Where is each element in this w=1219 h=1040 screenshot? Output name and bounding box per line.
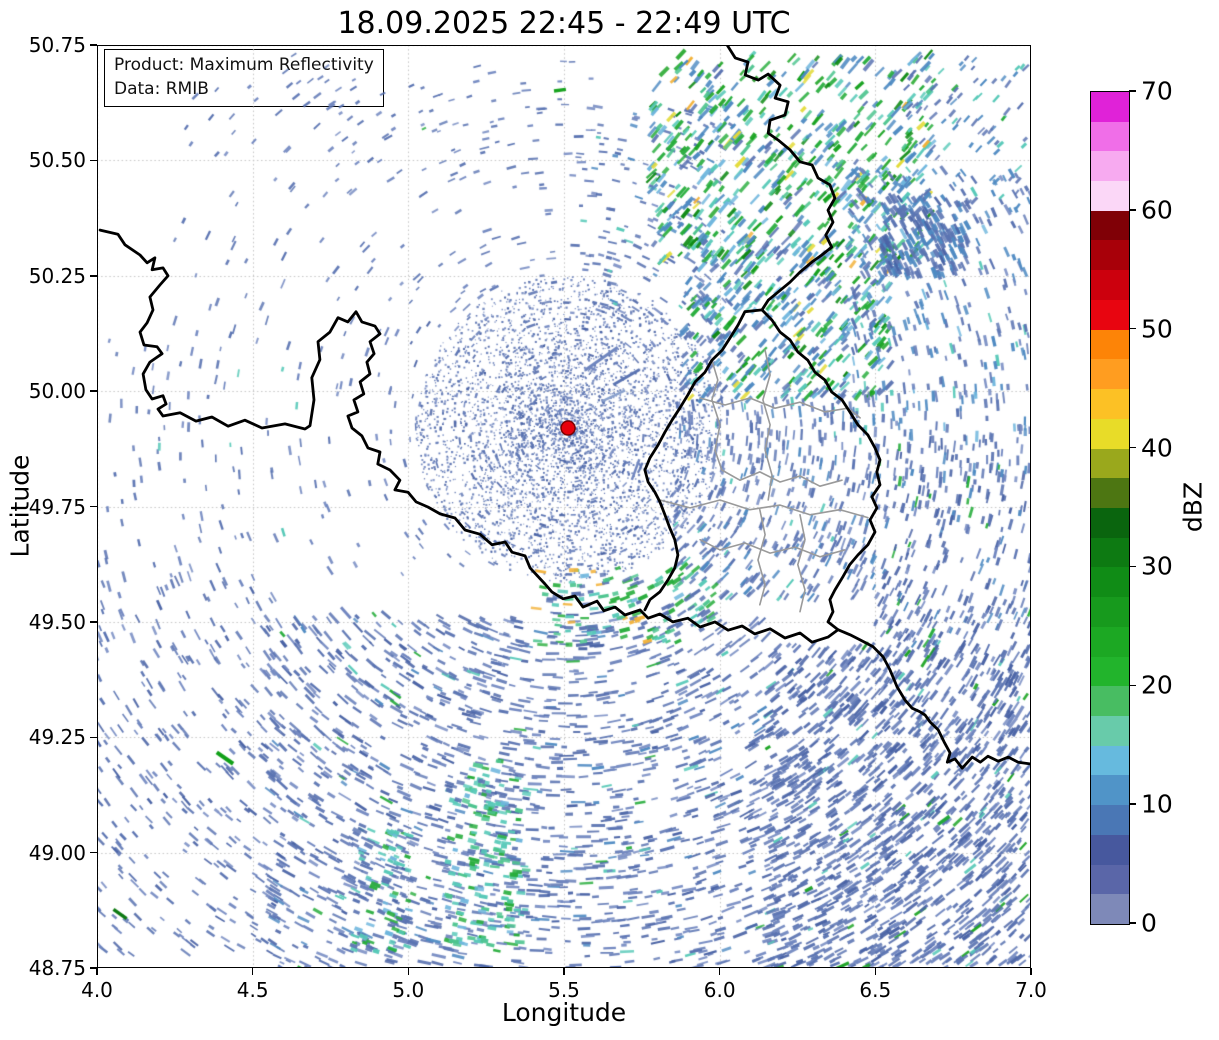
colorbar-tick-mark bbox=[1129, 327, 1136, 330]
colorbar-segment bbox=[1091, 121, 1129, 152]
country-border bbox=[760, 308, 882, 632]
colorbar-label: dBZ bbox=[1178, 481, 1208, 533]
borders-overlay bbox=[98, 45, 1031, 770]
y-tick-mark bbox=[90, 275, 97, 277]
colorbar-segment bbox=[1091, 270, 1129, 300]
x-tick-mark bbox=[251, 968, 254, 975]
colorbar-tick-mark bbox=[1129, 684, 1136, 687]
colorbar-tick-mark bbox=[1129, 446, 1136, 449]
x-tick-label: 7.0 bbox=[1015, 978, 1047, 1002]
colorbar-segment bbox=[1091, 359, 1129, 390]
colorbar-tick-mark bbox=[1129, 922, 1136, 924]
y-tick-mark bbox=[90, 851, 97, 854]
country-border bbox=[643, 308, 764, 612]
region-border bbox=[757, 508, 766, 606]
colorbar-segment bbox=[1091, 745, 1129, 776]
region-border bbox=[699, 538, 846, 558]
colorbar-tick-label: 30 bbox=[1141, 551, 1173, 581]
colorbar-segment bbox=[1091, 775, 1129, 806]
x-tick-mark bbox=[718, 968, 721, 975]
region-border bbox=[720, 469, 843, 488]
x-tick-label: 5.5 bbox=[548, 978, 580, 1002]
x-tick-mark bbox=[96, 968, 98, 975]
y-tick-label: 50.25 bbox=[28, 263, 86, 288]
x-tick-mark bbox=[874, 968, 877, 975]
colorbar-segment bbox=[1091, 626, 1129, 657]
colorbar-segment bbox=[1091, 805, 1129, 835]
y-tick-label: 48.75 bbox=[28, 956, 86, 980]
plot-title: 18.09.2025 22:45 - 22:49 UTC bbox=[337, 6, 791, 41]
colorbar-segment bbox=[1091, 478, 1129, 508]
x-tick-mark bbox=[563, 968, 565, 975]
colorbar-segment bbox=[1091, 834, 1129, 865]
colorbar-tick-label: 10 bbox=[1141, 789, 1173, 819]
colorbar-segment bbox=[1091, 715, 1129, 746]
x-tick-label: 4.0 bbox=[81, 978, 113, 1002]
colorbar-segment bbox=[1091, 210, 1129, 241]
y-tick-label: 49.25 bbox=[28, 725, 86, 750]
colorbar-segment bbox=[1091, 418, 1129, 449]
x-tick-label: 6.5 bbox=[859, 978, 892, 1002]
colorbar-tick-mark bbox=[1129, 90, 1136, 92]
colorbar-segment bbox=[1091, 181, 1129, 211]
y-tick-label: 50.50 bbox=[28, 148, 86, 173]
colorbar-segment bbox=[1091, 567, 1129, 598]
colorbar-segment bbox=[1091, 656, 1129, 687]
colorbar-tick-mark bbox=[1129, 209, 1136, 211]
country-border bbox=[725, 45, 837, 312]
colorbar-tick-label: 0 bbox=[1141, 908, 1157, 938]
y-tick-mark bbox=[90, 390, 97, 392]
x-axis-label: Longitude bbox=[501, 998, 627, 1027]
y-tick-mark bbox=[90, 505, 97, 508]
colorbar-segment bbox=[1091, 597, 1129, 627]
y-tick-label: 49.75 bbox=[28, 494, 86, 519]
y-tick-label: 50.00 bbox=[28, 379, 86, 404]
colorbar-tick-label: 50 bbox=[1141, 314, 1173, 344]
colorbar-tick-label: 20 bbox=[1141, 670, 1173, 700]
country-border bbox=[98, 228, 1031, 770]
colorbar-segment bbox=[1091, 448, 1129, 479]
x-tick-label: 6.0 bbox=[703, 978, 736, 1002]
colorbar-tick-mark bbox=[1129, 803, 1136, 805]
y-tick-mark bbox=[90, 621, 97, 623]
x-tick-mark bbox=[1030, 968, 1032, 975]
region-border bbox=[711, 359, 723, 471]
colorbar-segment bbox=[1091, 686, 1129, 716]
colorbar-segment bbox=[1091, 864, 1129, 895]
colorbar-segment bbox=[1091, 894, 1129, 924]
colorbar-segment bbox=[1091, 507, 1129, 538]
colorbar-segment bbox=[1091, 329, 1129, 360]
colorbar-segment bbox=[1091, 91, 1129, 122]
y-tick-mark bbox=[90, 736, 97, 738]
y-tick-mark bbox=[90, 159, 97, 162]
colorbar-tick-label: 60 bbox=[1141, 195, 1173, 225]
colorbar-segment bbox=[1091, 240, 1129, 271]
x-tick-label: 5.0 bbox=[392, 978, 425, 1002]
y-tick-mark bbox=[90, 967, 97, 969]
colorbar-segment bbox=[1091, 151, 1129, 182]
region-border bbox=[762, 349, 773, 501]
region-border bbox=[699, 397, 861, 419]
y-tick-label: 49.00 bbox=[28, 840, 86, 865]
y-tick-label: 49.50 bbox=[28, 609, 86, 634]
y-tick-label: 50.75 bbox=[28, 33, 86, 57]
radar-site-marker bbox=[560, 420, 576, 436]
colorbar-tick-label: 40 bbox=[1141, 433, 1173, 463]
colorbar-segment bbox=[1091, 299, 1129, 330]
x-tick-label: 4.5 bbox=[236, 978, 269, 1002]
y-tick-mark bbox=[90, 44, 97, 46]
colorbar-segment bbox=[1091, 537, 1129, 568]
map-plot-area bbox=[97, 45, 1031, 968]
colorbar-tick-mark bbox=[1129, 565, 1136, 568]
colorbar bbox=[1090, 91, 1130, 925]
colorbar-segment bbox=[1091, 389, 1129, 419]
colorbar-tick-label: 70 bbox=[1141, 76, 1173, 106]
x-tick-mark bbox=[407, 968, 410, 975]
region-border bbox=[796, 513, 806, 613]
region-border bbox=[659, 499, 869, 519]
